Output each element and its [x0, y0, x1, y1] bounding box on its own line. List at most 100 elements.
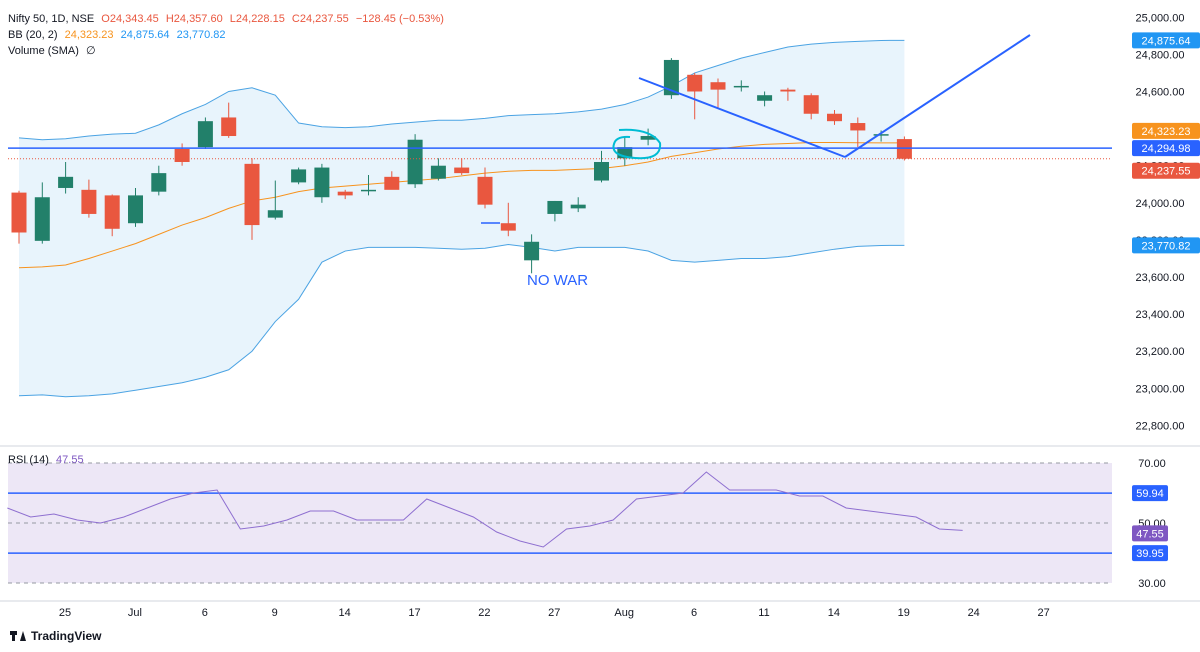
price-label-level: 24,294.98 [1132, 140, 1200, 157]
candle-body [617, 147, 633, 159]
time-tick-label: 17 [408, 607, 420, 619]
candle-body [500, 223, 516, 231]
candle-body [361, 189, 376, 192]
price-label-level-text: 24,294.98 [1142, 143, 1191, 155]
candle-up [361, 174, 376, 196]
price-label-bb-lower-text: 23,770.82 [1142, 240, 1191, 252]
candle-body [710, 82, 726, 90]
candle-down [780, 87, 796, 101]
candle-body [547, 200, 563, 214]
bb-fill [19, 40, 905, 397]
candle-up [617, 136, 633, 166]
price-label-bb-lower-bg [1132, 237, 1200, 254]
candle-up [733, 80, 749, 92]
rsi-value: 47.55 [56, 454, 84, 466]
price-tick-label: 25,000.00 [1136, 12, 1185, 24]
candles [11, 58, 912, 274]
candle-body [570, 204, 586, 209]
candle-up [34, 182, 50, 244]
candle-body [757, 95, 773, 101]
tradingview-logo-icon [10, 631, 26, 641]
candle-up [663, 58, 679, 99]
rsi-label[interactable]: RSI (14) [8, 454, 49, 466]
rsi-line [7, 471, 963, 548]
candle-body [687, 74, 703, 92]
price-label-bb-upper-bg [1132, 32, 1200, 49]
time-tick-label: 27 [548, 607, 560, 619]
candle-up [314, 163, 330, 203]
candle-up [407, 134, 423, 188]
candle-up [547, 200, 563, 222]
bb-basis-value: 24,323.23 [64, 29, 114, 41]
grid-layer [0, 445, 1200, 602]
drawings: NO WAR [8, 34, 1112, 289]
candle-body [594, 161, 609, 181]
candle-down [81, 179, 97, 218]
candle-down [687, 72, 703, 120]
rsi-last-label-bg [1132, 525, 1168, 542]
cyan-circle-drawing [612, 128, 662, 160]
trendline-up [844, 34, 1031, 158]
candle-body [81, 189, 97, 214]
candle-body [407, 139, 423, 185]
candle-down [104, 194, 120, 237]
low-value: L24,228.15 [229, 13, 285, 25]
price-label-bb-basis-bg [1132, 122, 1200, 139]
rsi-level-label-lower-bg [1132, 545, 1168, 562]
candle-up [128, 187, 143, 227]
candle-body [384, 176, 400, 190]
candle-body [640, 136, 656, 140]
high-value: H24,357.60 [165, 13, 223, 25]
price-label-last: 24,237.55 [1132, 162, 1200, 179]
price-label-level-bg [1132, 140, 1200, 157]
candle-up [524, 234, 540, 274]
price-label-last-text: 24,237.55 [1142, 166, 1191, 178]
candle-up [757, 91, 773, 107]
candle-down [710, 78, 726, 109]
candle-body [291, 169, 307, 183]
rsi-tick-label: 30.00 [1138, 578, 1166, 590]
volume-value: ∅ [85, 45, 96, 57]
candle-down [11, 190, 27, 244]
candle-up [291, 167, 307, 185]
candle-down [384, 171, 400, 190]
candle-body [314, 167, 330, 198]
price-tick-label: 23,400.00 [1136, 309, 1185, 321]
price-label-bb-upper-text: 24,875.64 [1142, 35, 1191, 47]
price-tick-label: 23,600.00 [1136, 272, 1185, 284]
bb-lower-line [18, 244, 905, 398]
time-tick-label: 24 [968, 607, 980, 619]
ohlc-legend: Nifty 50, 1D, NSE O24,343.45 H24,357.60 … [8, 13, 448, 25]
price-tick-label: 24,000.00 [1136, 198, 1185, 210]
volume-label[interactable]: Volume (SMA) [8, 45, 79, 57]
price-tick-label: 23,000.00 [1136, 383, 1185, 395]
tradingview-logo[interactable]: TradingView [10, 629, 101, 643]
candle-up [430, 158, 446, 181]
candle-body [34, 197, 50, 241]
candle-body [104, 195, 120, 229]
candle-down [850, 117, 866, 148]
candle-body [780, 89, 796, 92]
candle-body [221, 117, 237, 137]
candle-up [570, 197, 586, 213]
candle-body [827, 113, 842, 122]
time-tick-label: 14 [828, 607, 840, 619]
time-tick-label: Jul [128, 607, 142, 619]
time-tick-label: 19 [898, 607, 910, 619]
candle-body [267, 210, 283, 218]
symbol-label[interactable]: Nifty 50, 1D, NSE [8, 13, 95, 25]
price-tick-label: 24,600.00 [1136, 86, 1185, 98]
bb-lower-value: 23,770.82 [176, 29, 226, 41]
bb-label[interactable]: BB (20, 2) [8, 29, 58, 41]
time-tick-label: 14 [338, 607, 350, 619]
time-tick-label: Aug [614, 607, 634, 619]
time-tick-label: 25 [59, 607, 71, 619]
price-label-last-bg [1132, 162, 1200, 179]
candle-down [454, 158, 470, 175]
time-axis: 25 Jul 6 9 14 17 22 27 Aug 6 11 14 19 24 27 [59, 607, 1050, 619]
bb-legend: BB (20, 2) 24,323.23 24,875.64 23,770.82 [8, 29, 230, 41]
candle-down [827, 110, 842, 125]
time-tick-label: 11 [758, 607, 769, 619]
